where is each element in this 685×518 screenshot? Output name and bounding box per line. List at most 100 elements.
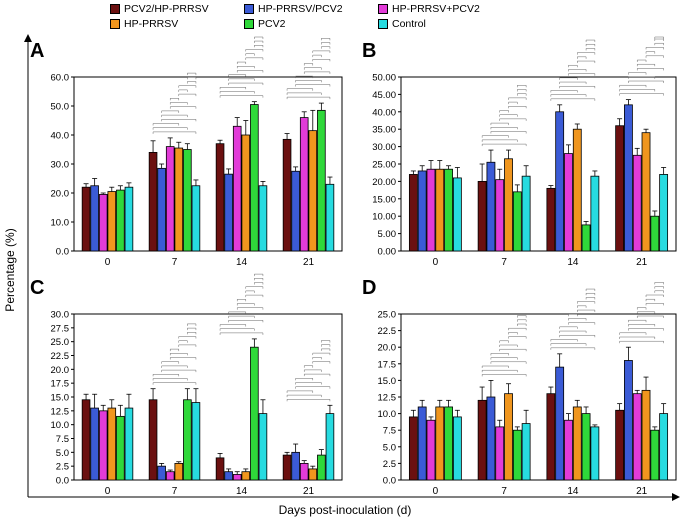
bar: [183, 399, 192, 481]
y-tick-label: 25.00: [372, 160, 396, 171]
bar: [426, 419, 436, 481]
bar: [183, 149, 192, 252]
significance-bracket: [321, 42, 331, 45]
significance-bracket: [161, 110, 180, 113]
bar: [624, 360, 633, 481]
significance-bracket: [245, 53, 255, 56]
significance-bracket: [636, 307, 647, 310]
significance-bracket: [490, 361, 527, 364]
significance-bracket: [585, 288, 596, 292]
significance-bracket: [187, 323, 197, 326]
bar: [116, 415, 125, 481]
bar: [317, 109, 326, 252]
significance-bracket: [568, 318, 587, 321]
significance-bracket: [312, 357, 322, 360]
bar: [90, 407, 99, 481]
significance-bracket: [645, 47, 664, 50]
significance-bracket: [286, 96, 331, 100]
bar: [291, 170, 300, 252]
y-tick-label: 30.0: [51, 310, 70, 321]
significance-bracket: [559, 334, 596, 338]
legend-label: PCV2/HP-PRRSV: [124, 3, 209, 15]
significance-bracket: [254, 36, 264, 39]
x-category-label: 0: [433, 486, 439, 497]
bar: [417, 170, 427, 252]
significance-bracket: [481, 365, 509, 368]
bar: [165, 471, 175, 481]
bar: [157, 167, 166, 252]
significance-bracket: [585, 39, 596, 43]
legend-label: HP-PRRSV/PCV2: [258, 3, 343, 15]
bar: [232, 474, 242, 481]
bar: [659, 413, 669, 481]
significance-bracket: [245, 290, 255, 293]
significance-bracket: [303, 71, 331, 74]
bar: [615, 409, 625, 481]
significance-bracket: [254, 273, 264, 277]
bar: [417, 406, 427, 481]
significance-bracket: [628, 76, 656, 79]
significance-bracket: [303, 373, 331, 377]
significance-bracket: [577, 305, 587, 308]
significance-bracket: [654, 38, 664, 42]
bar: [426, 168, 436, 252]
bar: [258, 185, 268, 252]
x-category-label: 14: [567, 486, 579, 497]
significance-bracket: [577, 52, 596, 55]
significance-bracket: [303, 63, 314, 66]
bar: [291, 451, 300, 481]
significance-bracket: [236, 303, 255, 306]
y-tick-label: 35.00: [372, 125, 396, 136]
y-axis-title: Percentage (%): [3, 228, 17, 311]
y-tick-label: 5.0: [383, 442, 396, 453]
significance-bracket: [517, 315, 527, 318]
significance-bracket: [303, 365, 314, 368]
significance-bracket: [481, 139, 518, 142]
significance-bracket: [321, 38, 331, 41]
significance-bracket: [490, 122, 509, 126]
bar: [555, 366, 565, 481]
significance-bracket: [654, 36, 664, 39]
legend-label: PCV2: [258, 18, 286, 30]
significance-bracket: [550, 347, 596, 350]
x-category-label: 14: [236, 486, 248, 497]
y-tick-label: 30.0: [51, 160, 70, 171]
bar: [174, 147, 184, 252]
significance-bracket: [490, 131, 527, 134]
bar: [107, 191, 117, 252]
significance-bracket: [152, 123, 180, 126]
significance-bracket: [178, 93, 197, 97]
significance-bracket: [559, 81, 587, 85]
significance-bracket: [481, 135, 509, 138]
bar: [299, 462, 309, 481]
bar: [81, 186, 91, 252]
significance-bracket: [286, 390, 314, 393]
significance-bracket: [286, 399, 331, 402]
legend: PCV2/HP-PRRSV HP-PRRSV/PCV2 HP-PRRSV+PCV…: [0, 0, 685, 34]
bar: [452, 177, 462, 252]
bar: [250, 346, 259, 481]
y-tick-label: 5.0: [56, 448, 69, 459]
significance-bracket: [187, 332, 197, 335]
y-tick-label: 40.0: [51, 131, 70, 142]
bar: [191, 402, 201, 481]
bar: [615, 125, 625, 252]
significance-bracket: [312, 54, 322, 58]
significance-bracket: [152, 127, 188, 130]
legend-swatch: [110, 19, 120, 29]
legend-item: HP-PRRSV/PCV2: [244, 3, 343, 15]
significance-bracket: [654, 42, 664, 46]
bar: [546, 187, 556, 252]
significance-bracket: [636, 311, 656, 314]
significance-bracket: [481, 374, 527, 377]
y-tick-label: 12.5: [378, 393, 397, 404]
significance-bracket: [508, 106, 527, 109]
y-tick-label: 50.00: [372, 73, 396, 84]
bar: [444, 168, 453, 252]
y-tick-label: 40.00: [372, 107, 396, 118]
y-tick-label: 27.5: [51, 323, 70, 334]
legend-swatch: [110, 4, 120, 14]
bar: [650, 429, 660, 481]
y-tick-label: 30.00: [372, 142, 396, 153]
significance-bracket: [178, 340, 188, 343]
